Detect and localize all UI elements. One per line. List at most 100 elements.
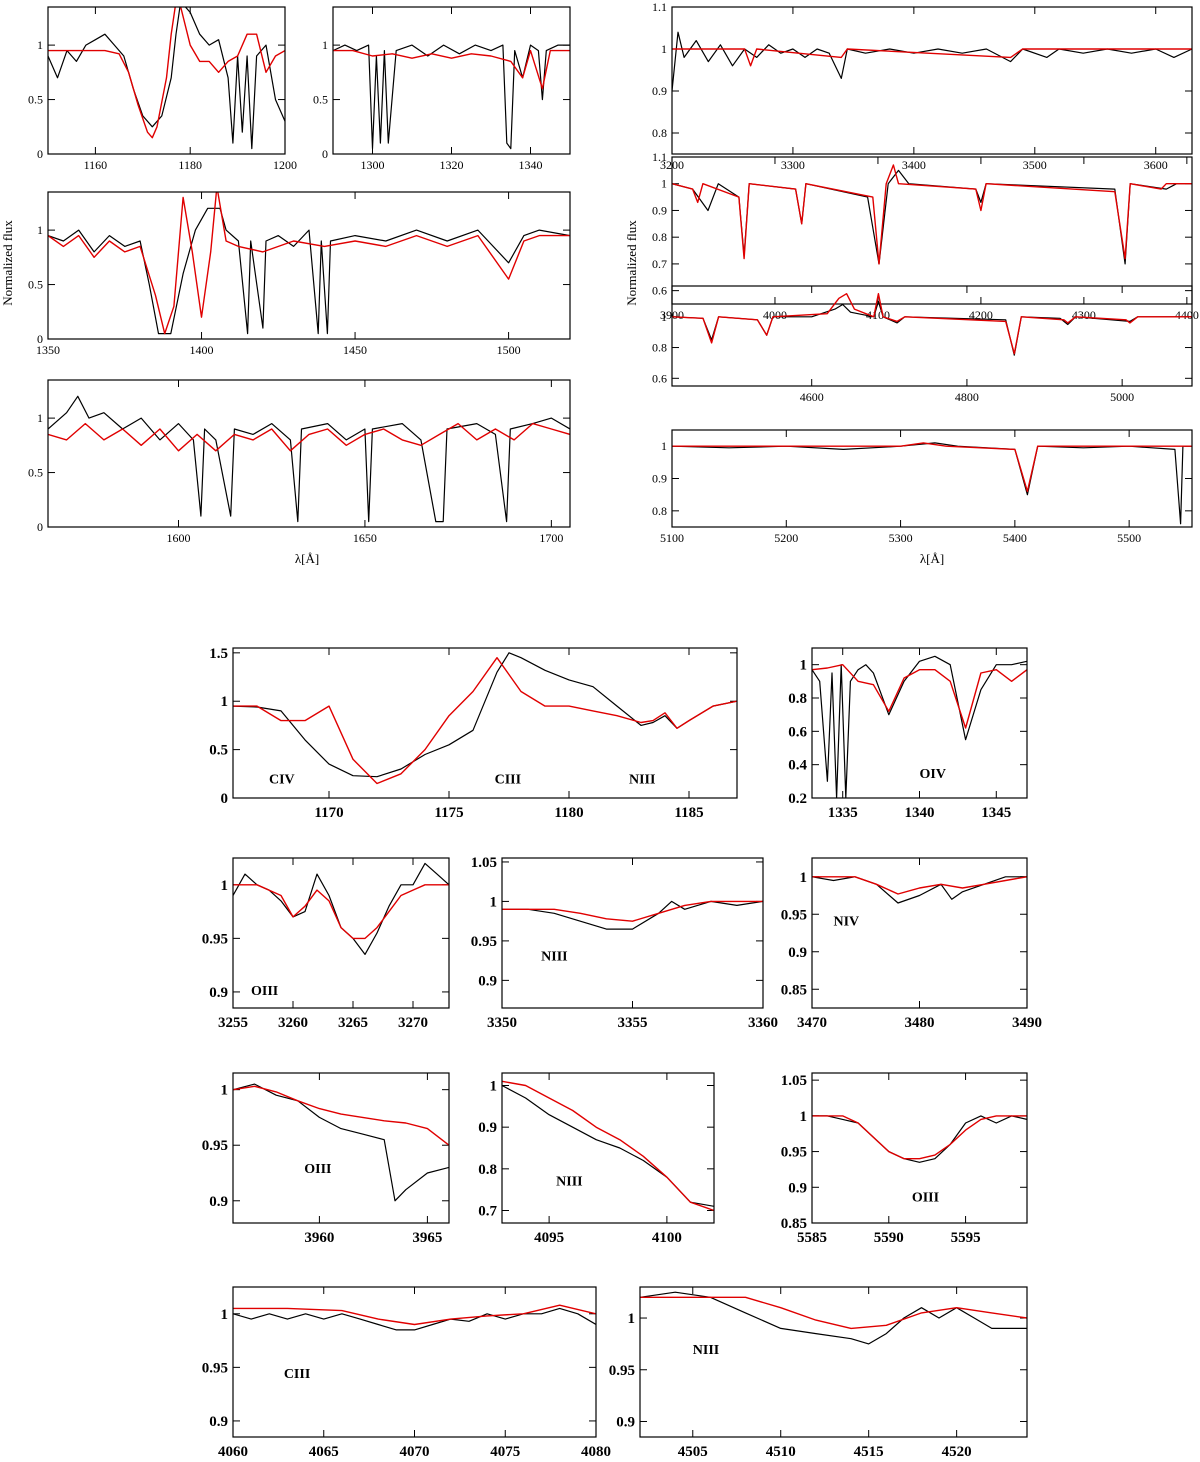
panel-z4: 3350 3355 3360 0.9 0.95 1 1.05 NIII (471, 855, 778, 1031)
x-tick-label: 3470 (797, 1015, 827, 1031)
panel-p7: 4600 4800 5000 0.6 0.8 1 (652, 285, 1193, 404)
x-tick-label: 5100 (660, 531, 684, 545)
x-tick-label: 1500 (497, 343, 521, 357)
x-tick-label: 4095 (534, 1230, 564, 1246)
y-tick-label: 0 (37, 147, 43, 161)
y-tick-label: 1 (221, 1307, 229, 1323)
model-spectrum-line (812, 876, 1027, 895)
ion-label: CIII (495, 772, 521, 787)
y-tick-label: 1 (221, 694, 229, 710)
y-tick-label: 1 (37, 38, 43, 52)
model-spectrum-line (672, 293, 1192, 355)
x-tick-label: 3255 (218, 1015, 248, 1031)
x-tick-label: 1700 (539, 531, 563, 545)
observed-spectrum-line (233, 1307, 596, 1331)
y-tick-label: 0.9 (616, 1414, 635, 1430)
panel-frame (671, 6, 1193, 155)
x-tick-label: 4400 (1175, 308, 1199, 322)
y-tick-label: 0.95 (781, 907, 807, 923)
y-tick-label: 0.9 (209, 985, 228, 1001)
observed-spectrum-line (48, 207, 570, 335)
x-tick-label: 1335 (828, 805, 858, 821)
panel-p3: 1350 1400 1450 1500 0 0.5 1 (28, 191, 571, 357)
panel-frame (639, 1286, 1028, 1438)
panel-frame (671, 156, 1193, 305)
model-spectrum-line (233, 1085, 449, 1146)
x-tick-label: 4075 (490, 1444, 520, 1460)
x-tick-label: 3965 (412, 1230, 442, 1246)
y-tick-label: 0.95 (202, 1138, 228, 1154)
y-tick-label: 1.05 (781, 1073, 807, 1089)
y-tick-label: 0.5 (28, 466, 43, 480)
y-tick-label: 1 (221, 878, 229, 894)
y-tick-label: 0.95 (781, 1145, 807, 1161)
ion-label: NIII (693, 1343, 719, 1358)
x-tick-label: 3260 (278, 1015, 308, 1031)
model-spectrum-line (48, 422, 570, 452)
x-tick-label: 1650 (353, 531, 377, 545)
y-tick-label: 0.95 (202, 1360, 228, 1376)
ion-label: CIV (269, 772, 295, 787)
series-group (672, 293, 1192, 356)
panel-frame (232, 1286, 597, 1438)
y-tick-label: 0.5 (209, 743, 228, 759)
series-group (233, 1304, 596, 1331)
ion-label: NIII (556, 1175, 582, 1190)
y-tick-label: 0.5 (313, 93, 328, 107)
y-tick-label: 0.6 (652, 371, 667, 385)
ion-label: CIII (284, 1367, 310, 1382)
panel-frame (232, 1072, 450, 1224)
y-tick-label: 0.9 (652, 472, 667, 486)
observed-spectrum-line (502, 1084, 714, 1207)
series-group (812, 1115, 1027, 1163)
x-tick-label: 1185 (674, 805, 703, 821)
series-group (812, 876, 1027, 904)
x-tick-label: 4100 (866, 308, 890, 322)
x-tick-label: 4000 (763, 308, 787, 322)
model-spectrum-line (672, 442, 1192, 493)
y-tick-label: 1 (661, 310, 667, 324)
y-tick-label: 0.8 (788, 691, 807, 707)
series-group (233, 1083, 449, 1202)
y-tick-label: 0.95 (609, 1363, 635, 1379)
y-tick-label: 0.8 (652, 230, 667, 244)
x-tick-label: 4520 (942, 1444, 972, 1460)
y-tick-label: 0.9 (209, 1414, 228, 1430)
panel-p2: 1300 1320 1340 0 0.5 1 (313, 6, 571, 172)
y-tick-label: 1.5 (209, 646, 228, 662)
x-tick-label: 1400 (190, 343, 214, 357)
x-tick-label: 5000 (1110, 390, 1134, 404)
x-tick-label: 5400 (1003, 531, 1027, 545)
observed-spectrum-line (233, 1083, 449, 1202)
y-tick-label: 0.85 (781, 982, 807, 998)
panel-frame (332, 6, 571, 155)
panel-frame (47, 379, 571, 528)
x-tick-label: 1340 (519, 158, 543, 172)
series-group (672, 164, 1192, 265)
series-group (672, 442, 1192, 525)
y-tick-label: 0 (221, 791, 229, 807)
y-tick-label: 1 (322, 38, 328, 52)
observed-spectrum-line (672, 442, 1192, 525)
ion-label: NIV (834, 915, 860, 930)
y-tick-label: 0.9 (788, 945, 807, 961)
observed-spectrum-line (672, 300, 1192, 356)
x-tick-label: 5200 (774, 531, 798, 545)
y-tick-label: 1 (221, 1083, 229, 1099)
panel-frame (811, 1072, 1028, 1224)
x-tick-label: 4070 (400, 1444, 430, 1460)
panel-z3: 3255 3260 3265 3270 0.9 0.95 1 OIII (202, 857, 450, 1031)
x-tick-label: 4080 (581, 1444, 611, 1460)
panel-frame (811, 857, 1028, 1009)
model-spectrum-line (812, 664, 1027, 729)
observed-spectrum-line (333, 44, 570, 150)
x-tick-label: 3480 (905, 1015, 935, 1031)
y-tick-label: 1 (800, 1109, 808, 1125)
panel-frame (232, 857, 450, 1009)
model-spectrum-line (233, 657, 737, 785)
panel-frame (501, 857, 764, 1009)
model-spectrum-line (640, 1296, 1027, 1330)
x-tick-label: 3400 (902, 158, 926, 172)
y-tick-label: 0 (322, 147, 328, 161)
